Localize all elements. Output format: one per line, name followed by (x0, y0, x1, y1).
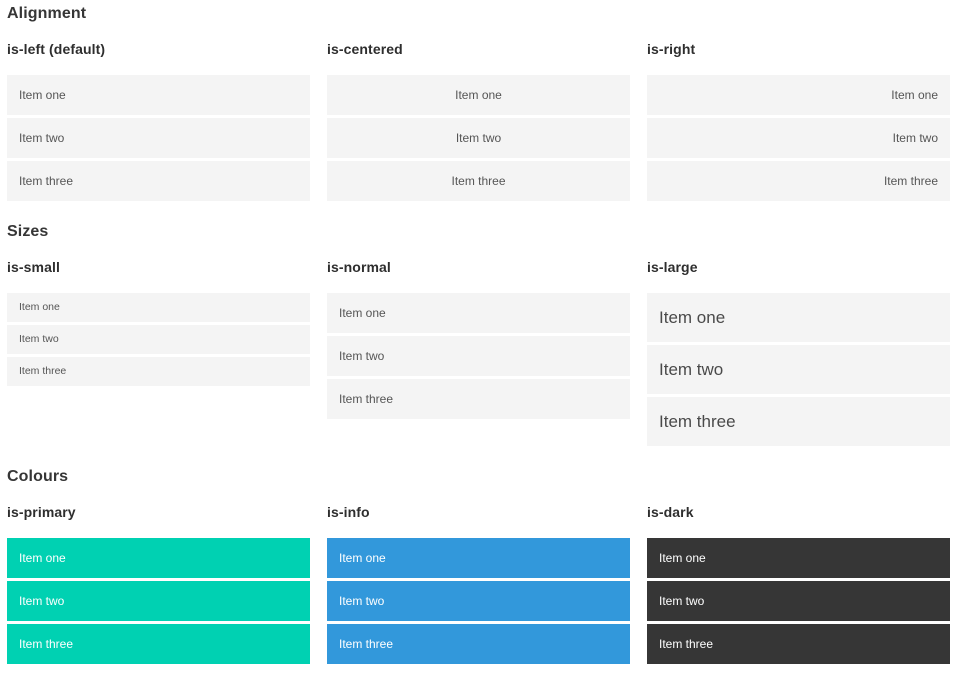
list-item: Item three (7, 624, 310, 664)
list-item: Item two (647, 118, 950, 158)
list-item: Item three (7, 161, 310, 201)
column-is-primary: is-primary Item one Item two Item three (7, 504, 310, 664)
column-label: is-primary (7, 504, 76, 520)
column-label: is-normal (327, 259, 391, 275)
column-is-centered: is-centered Item one Item two Item three (327, 41, 630, 201)
list-large: Item one Item two Item three (647, 293, 950, 446)
list-dark: Item one Item two Item three (647, 538, 950, 664)
list-item: Item two (7, 581, 310, 621)
list-item: Item one (327, 538, 630, 578)
list-item: Item two (327, 336, 630, 376)
list-item: Item three (647, 161, 950, 201)
list-centered: Item one Item two Item three (327, 75, 630, 201)
column-is-right: is-right Item one Item two Item three (647, 41, 950, 201)
list-item: Item two (7, 325, 310, 354)
section-title: Alignment (7, 5, 87, 22)
column-is-large: is-large Item one Item two Item three (647, 259, 950, 446)
list-item: Item two (647, 345, 950, 394)
section-title: Sizes (7, 223, 49, 240)
column-label: is-info (327, 504, 370, 520)
list-normal: Item one Item two Item three (327, 293, 630, 419)
list-item: Item one (647, 293, 950, 342)
column-is-small: is-small Item one Item two Item three (7, 259, 310, 386)
list-item: Item one (7, 293, 310, 322)
list-info: Item one Item two Item three (327, 538, 630, 664)
list-item: Item three (327, 161, 630, 201)
list-right: Item one Item two Item three (647, 75, 950, 201)
list-item: Item two (647, 581, 950, 621)
list-item: Item one (647, 538, 950, 578)
column-is-dark: is-dark Item one Item two Item three (647, 504, 950, 664)
section-title: Colours (7, 468, 69, 485)
section-colours: Colours is-primary Item one Item two Ite… (7, 467, 950, 664)
sizes-row: is-small Item one Item two Item three is… (7, 259, 950, 446)
column-label: is-large (647, 259, 698, 275)
list-item: Item two (327, 581, 630, 621)
list-item: Item three (327, 379, 630, 419)
list-left: Item one Item two Item three (7, 75, 310, 201)
list-item: Item one (327, 293, 630, 333)
list-primary: Item one Item two Item three (7, 538, 310, 664)
column-label: is-dark (647, 504, 694, 520)
list-item: Item three (327, 624, 630, 664)
list-item: Item one (7, 538, 310, 578)
section-sizes: Sizes is-small Item one Item two Item th… (7, 222, 950, 446)
column-is-info: is-info Item one Item two Item three (327, 504, 630, 664)
list-small: Item one Item two Item three (7, 293, 310, 386)
list-item: Item three (647, 624, 950, 664)
colours-row: is-primary Item one Item two Item three … (7, 504, 950, 664)
column-is-normal: is-normal Item one Item two Item three (327, 259, 630, 419)
column-label: is-centered (327, 41, 403, 57)
column-label: is-right (647, 41, 696, 57)
section-alignment: Alignment is-left (default) Item one Ite… (7, 4, 950, 201)
list-item: Item three (7, 357, 310, 386)
list-item: Item three (647, 397, 950, 446)
column-label: is-small (7, 259, 60, 275)
list-item: Item one (7, 75, 310, 115)
alignment-row: is-left (default) Item one Item two Item… (7, 41, 950, 201)
column-is-left: is-left (default) Item one Item two Item… (7, 41, 310, 201)
list-item: Item one (327, 75, 630, 115)
list-item: Item two (327, 118, 630, 158)
column-label: is-left (default) (7, 41, 106, 57)
list-item: Item one (647, 75, 950, 115)
list-item: Item two (7, 118, 310, 158)
